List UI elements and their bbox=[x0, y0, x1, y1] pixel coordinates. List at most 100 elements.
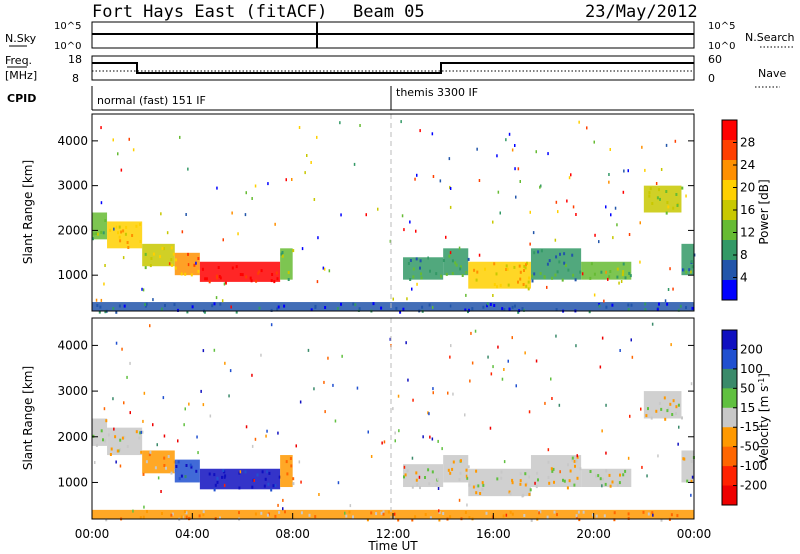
power-cell bbox=[527, 287, 530, 291]
velocity-echo bbox=[229, 369, 232, 373]
velocity-cell bbox=[107, 433, 110, 437]
power-echo bbox=[612, 236, 614, 240]
power-cell bbox=[648, 191, 651, 195]
power-echo bbox=[223, 282, 226, 286]
x-tick-label: 08:00 bbox=[275, 527, 310, 541]
power-cell bbox=[666, 201, 669, 204]
velocity-cell bbox=[170, 471, 173, 475]
power-cell bbox=[567, 268, 570, 272]
power-cell bbox=[665, 211, 668, 215]
power-cell bbox=[622, 270, 625, 274]
velocity-echo bbox=[464, 413, 466, 417]
velocity-cell bbox=[110, 447, 113, 451]
power-echo bbox=[683, 268, 685, 272]
power-cell bbox=[407, 262, 410, 265]
velocity-cell bbox=[442, 512, 445, 515]
velocity-cell bbox=[263, 484, 266, 488]
power-cell bbox=[205, 277, 208, 281]
power-cell bbox=[440, 274, 443, 278]
power-cell bbox=[170, 258, 173, 262]
power-cell bbox=[211, 304, 214, 308]
power-cell bbox=[92, 237, 94, 241]
power-cell bbox=[627, 303, 630, 307]
power-cell bbox=[495, 272, 498, 276]
velocity-echo bbox=[202, 349, 205, 353]
power-cell bbox=[125, 225, 128, 229]
power-echo bbox=[519, 180, 521, 183]
velocity-echo bbox=[266, 429, 268, 433]
power-echo bbox=[586, 126, 588, 130]
power-cell bbox=[666, 302, 669, 306]
power-echo bbox=[316, 135, 318, 139]
power-echo bbox=[432, 175, 435, 178]
power-cell bbox=[476, 270, 479, 274]
velocity-cell bbox=[223, 475, 226, 479]
velocity-echo bbox=[251, 444, 254, 448]
velocity-cell bbox=[104, 439, 106, 443]
velocity-cell bbox=[475, 491, 478, 495]
power-echo bbox=[566, 199, 568, 203]
beam-label: Beam 05 bbox=[353, 2, 425, 22]
velocity-echo bbox=[140, 430, 142, 434]
velocity-echo bbox=[601, 336, 604, 340]
velocity-echo bbox=[551, 397, 553, 400]
velocity-echo bbox=[202, 403, 205, 407]
power-cell bbox=[428, 303, 431, 307]
power-echo bbox=[160, 212, 162, 216]
velocity-cell bbox=[428, 482, 431, 486]
power-cell bbox=[501, 307, 504, 311]
velocity-echo bbox=[344, 511, 346, 515]
velocity-cell bbox=[468, 483, 471, 487]
power-cell bbox=[629, 274, 632, 278]
velocity-cell bbox=[119, 448, 121, 452]
power-cell bbox=[255, 279, 258, 283]
velocity-cell bbox=[660, 518, 663, 522]
velocity-cell bbox=[647, 407, 649, 411]
velocity-panel: 4000 3000 2000 1000 00:00 04:00 08:00 12:00 16:… bbox=[21, 317, 711, 553]
power-echo bbox=[187, 263, 190, 267]
power-echo bbox=[245, 191, 247, 195]
velocity-cell bbox=[550, 467, 553, 471]
power-cell bbox=[511, 305, 514, 309]
velocity-cell bbox=[574, 464, 576, 468]
power-echo bbox=[572, 205, 575, 209]
velocity-cell bbox=[663, 396, 666, 400]
power-echo bbox=[409, 220, 411, 224]
velocity-cell bbox=[449, 515, 452, 519]
power-echo bbox=[605, 205, 607, 209]
velocity-cell bbox=[165, 466, 167, 470]
velocity-echo bbox=[492, 365, 494, 369]
power-echo bbox=[557, 210, 559, 214]
velocity-echo bbox=[254, 437, 257, 441]
velocity-echo bbox=[605, 403, 607, 407]
velocity-cell bbox=[676, 514, 679, 518]
power-cell bbox=[523, 264, 526, 268]
colorbar-tick-label: -50 bbox=[740, 440, 760, 454]
velocity-cell bbox=[578, 518, 581, 522]
velocity-echo bbox=[383, 440, 386, 444]
velocity-cell bbox=[546, 515, 549, 519]
velocity-echo bbox=[394, 439, 396, 443]
velocity-cell bbox=[238, 511, 240, 515]
velocity-cell bbox=[547, 475, 550, 479]
power-cell bbox=[459, 265, 462, 269]
velocity-cell bbox=[270, 488, 273, 492]
velocity-echo bbox=[266, 470, 268, 474]
velocity-cell bbox=[142, 472, 145, 476]
power-cell bbox=[675, 193, 678, 196]
velocity-echo bbox=[94, 461, 96, 464]
power-cell bbox=[572, 273, 575, 277]
velocity-echo bbox=[601, 429, 603, 433]
velocity-echo bbox=[332, 383, 334, 387]
power-cell bbox=[667, 205, 670, 209]
velocity-cell bbox=[177, 460, 180, 464]
velocity-echo bbox=[196, 435, 198, 439]
power-cell bbox=[608, 275, 611, 279]
power-cell bbox=[590, 262, 593, 266]
power-echo bbox=[449, 251, 452, 255]
velocity-cell bbox=[387, 510, 390, 514]
power-cell bbox=[208, 280, 211, 284]
velocity-echo bbox=[341, 354, 343, 358]
power-echo bbox=[511, 148, 514, 152]
power-cell bbox=[482, 305, 485, 309]
